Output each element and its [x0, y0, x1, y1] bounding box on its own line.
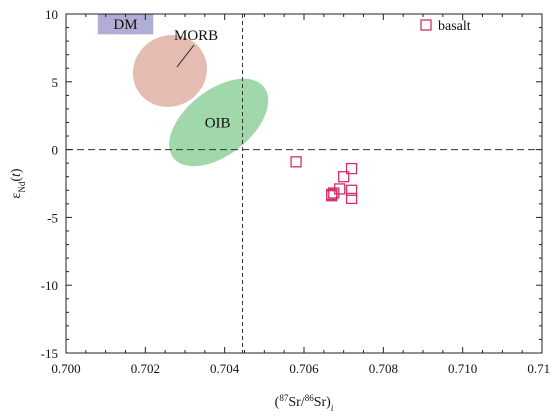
- y-tick-label: 5: [52, 75, 59, 90]
- x-tick-label: 0.702: [131, 361, 160, 376]
- regions-layer: DM MORB OIB: [97, 14, 269, 167]
- data-points: [290, 156, 358, 205]
- basalt-point-7: [345, 162, 358, 175]
- x-axis-title: (87Sr/86Sr)i: [275, 393, 334, 413]
- basalt-point-6: [338, 171, 350, 183]
- y-tick-label: 0: [52, 143, 59, 158]
- x-tick-label: 0.708: [369, 361, 398, 376]
- oib-region: [169, 78, 269, 167]
- dm-region: [97, 14, 154, 35]
- oib-label: OIB: [205, 115, 231, 131]
- y-tick-label: 10: [45, 7, 58, 22]
- y-axis-title: εNd(t): [9, 168, 27, 198]
- basalt-point-3: [326, 190, 338, 202]
- x-tick-label: 0.712: [527, 361, 550, 376]
- basalt-point-4: [328, 187, 340, 199]
- axis-titles: (87Sr/86Sr)i εNd(t): [9, 168, 334, 413]
- basalt-point-8: [345, 184, 358, 196]
- y-tick-label: -5: [47, 210, 58, 225]
- x-tick-label: 0.710: [448, 361, 477, 376]
- x-tick-label: 0.704: [210, 361, 240, 376]
- x-tick-label: 0.706: [289, 361, 319, 376]
- dm-label: DM: [113, 17, 137, 33]
- reference-lines: [66, 14, 542, 353]
- basalt-point-5: [334, 183, 346, 195]
- basalt-point-9: [345, 192, 358, 205]
- morb-label: MORB: [174, 28, 218, 44]
- legend-marker-basalt: [420, 19, 432, 31]
- ticks: 0.700 0.702 0.704 0.706 0.708 0.710 0.712 10 5 0 -…: [41, 7, 550, 376]
- legend: basalt: [420, 19, 471, 34]
- x-tick-label: 0.700: [51, 361, 80, 376]
- y-tick-label: -10: [41, 278, 58, 293]
- morb-leader-line: [176, 44, 195, 68]
- basalt-point-1: [290, 156, 302, 168]
- legend-label-basalt: basalt: [438, 19, 471, 34]
- y-tick-label: -15: [41, 346, 58, 361]
